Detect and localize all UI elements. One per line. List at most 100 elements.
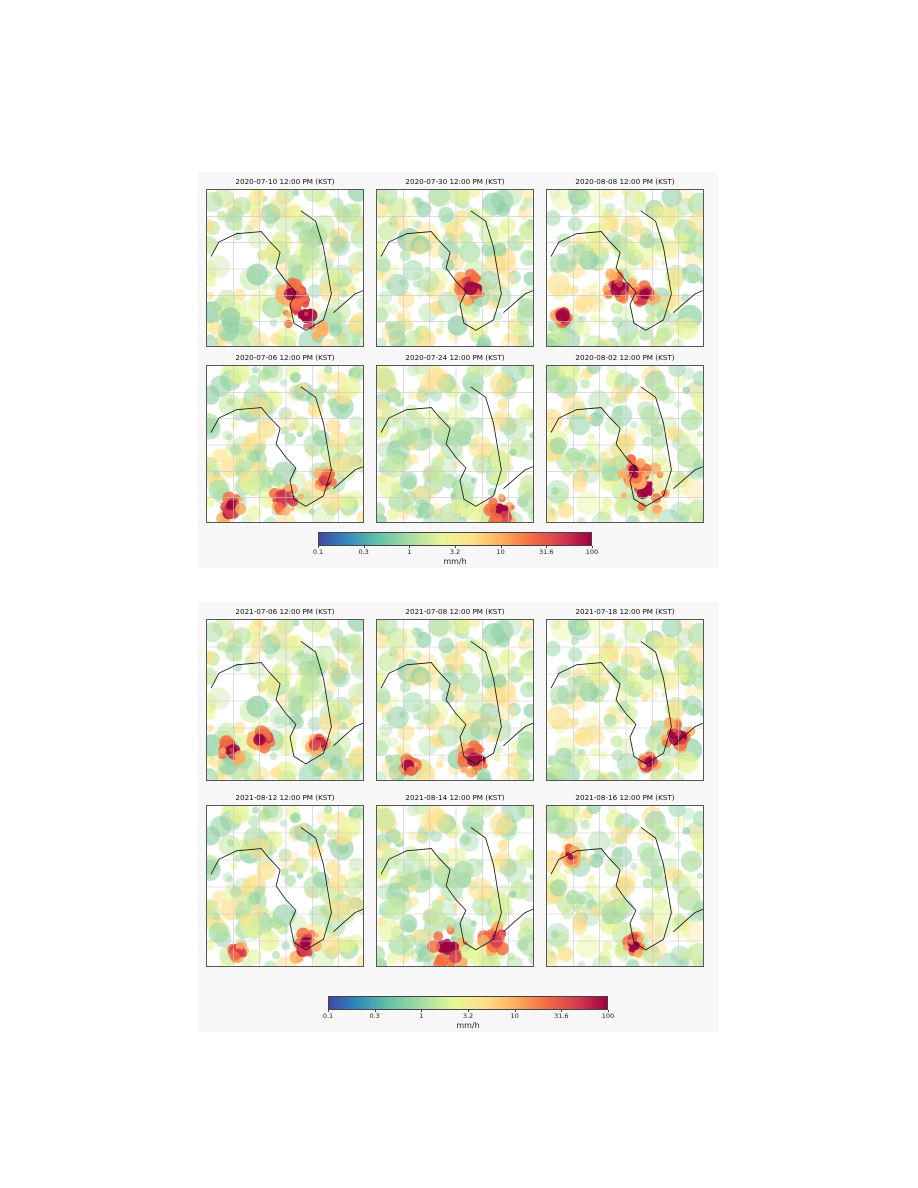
japan-coastline: [673, 908, 703, 933]
map-panel: 2021-07-06 12:00 PM (KST): [206, 606, 364, 781]
panel-title: 2021-07-18 12:00 PM (KST): [575, 607, 675, 616]
colorbar-tick-label: 0.3: [358, 548, 369, 556]
precipitation-map: [206, 189, 364, 347]
colorbar-unit-label: mm/h: [456, 1021, 480, 1030]
panel-title: 2021-08-12 12:00 PM (KST): [235, 793, 335, 802]
panel-title: 2020-07-06 12:00 PM (KST): [235, 353, 335, 362]
precipitation-map: [546, 619, 704, 781]
colorbar-unit-label: mm/h: [443, 557, 467, 566]
colorbar-tick-label: 0.1: [312, 548, 324, 556]
panel-title: 2020-08-08 12:00 PM (KST): [575, 177, 675, 186]
heavy-rain-cells: [218, 725, 331, 766]
colorbar: 0.1 0.3 1 3.2 10 31.6 100 mm/h: [313, 532, 598, 568]
heavy-rain-cells: [637, 717, 696, 773]
colorbar-gradient: [328, 996, 608, 1010]
colorbar-tick-mark: [608, 1010, 609, 1012]
panel-title: 2020-07-24 12:00 PM (KST): [405, 353, 505, 362]
light-rain-field: [547, 366, 703, 522]
map-panel: 2021-07-08 12:00 PM (KST): [376, 606, 534, 781]
map-panel: 2021-08-16 12:00 PM (KST): [546, 792, 704, 967]
map-panel: 2021-07-18 12:00 PM (KST): [546, 606, 704, 781]
japan-coastline: [333, 466, 363, 490]
coastline: [380, 640, 502, 765]
coastline: [210, 210, 332, 331]
precipitation-figure-2021: 2021-07-06 12:00 PM (KST) 2021-07-08 12:0…: [198, 602, 718, 1032]
panel-title: 2020-07-10 12:00 PM (KST): [235, 177, 335, 186]
precipitation-figure-2020: 2020-07-10 12:00 PM (KST) 2020-07-30 12:0…: [198, 172, 718, 568]
map-panel: 2020-07-24 12:00 PM (KST): [376, 352, 534, 523]
colorbar-tick-mark: [546, 546, 548, 548]
map-panel: 2021-08-14 12:00 PM (KST): [376, 792, 534, 967]
light-rain-field: [547, 620, 703, 780]
colorbar-tick-mark: [363, 546, 365, 548]
colorbar-tick-label: 31.6: [539, 548, 554, 556]
coastline: [380, 826, 502, 951]
coastline: [550, 210, 672, 331]
map-gridlines: [377, 366, 533, 522]
heavy-rain-cells: [399, 740, 488, 778]
heavy-rain-cells: [617, 454, 670, 515]
colorbar-tick-label: 3.2: [462, 1012, 474, 1020]
colorbar-tick-mark: [328, 1010, 329, 1012]
map-gridlines: [547, 620, 703, 780]
colorbar: 0.1 0.3 1 3.2 10 31.6 100 mm/h: [323, 996, 614, 1032]
colorbar-tick-label: 0.1: [322, 1012, 334, 1020]
colorbar-tick-label: 0.3: [369, 1012, 380, 1020]
colorbar-tick-label: 100: [585, 548, 599, 556]
heavy-rain-cells: [427, 920, 510, 966]
coastline: [550, 386, 672, 507]
colorbar-tick-mark: [374, 1010, 376, 1012]
map-panel: 2020-07-10 12:00 PM (KST): [206, 176, 364, 347]
japan-coastline: [503, 908, 533, 933]
japan-coastline: [333, 290, 363, 314]
coastline: [210, 826, 332, 951]
map-panel: 2020-08-02 12:00 PM (KST): [546, 352, 704, 523]
japan-coastline: [673, 290, 703, 314]
japan-coastline: [503, 466, 533, 490]
coastline: [380, 210, 502, 331]
precipitation-map: [206, 619, 364, 781]
panel-title: 2020-08-02 12:00 PM (KST): [575, 353, 675, 362]
colorbar-tick-mark: [409, 546, 411, 548]
map-gridlines: [377, 620, 533, 780]
japan-coastline: [333, 908, 363, 933]
colorbar-tick-mark: [514, 1010, 516, 1012]
colorbar-tick-mark: [500, 546, 502, 548]
coastline: [210, 640, 332, 765]
colorbar-tick-mark: [468, 1010, 469, 1012]
japan-coastline: [673, 466, 703, 490]
precipitation-map: [206, 805, 364, 967]
colorbar-tick-label: 1: [407, 548, 412, 556]
colorbar-tick-mark: [318, 546, 319, 548]
panel-title: 2021-08-16 12:00 PM (KST): [575, 793, 675, 802]
map-gridlines: [207, 190, 363, 346]
map-gridlines: [207, 620, 363, 780]
map-gridlines: [547, 190, 703, 346]
japan-coastline: [503, 722, 533, 747]
colorbar-tick-mark: [561, 1010, 563, 1012]
coastline: [380, 386, 502, 507]
heavy-rain-cells: [453, 268, 485, 307]
light-rain-field: [377, 366, 533, 522]
map-panel: 2020-07-30 12:00 PM (KST): [376, 176, 534, 347]
japan-coastline: [673, 722, 703, 747]
precipitation-map: [546, 805, 704, 967]
light-rain-field: [377, 190, 533, 346]
colorbar-tick-mark: [455, 546, 456, 548]
map-gridlines: [547, 806, 703, 966]
japan-coastline: [503, 290, 533, 314]
precipitation-map: [376, 365, 534, 523]
precipitation-map: [376, 189, 534, 347]
heavy-rain-cells: [549, 268, 661, 329]
precipitation-map: [376, 619, 534, 781]
colorbar-tick-label: 10: [510, 1012, 519, 1020]
colorbar-tick-label: 3.2: [449, 548, 461, 556]
map-gridlines: [207, 806, 363, 966]
coastline: [550, 826, 672, 951]
map-gridlines: [377, 806, 533, 966]
japan-coastline: [333, 722, 363, 747]
colorbar-tick-label: 10: [496, 548, 505, 556]
colorbar-tick-label: 100: [601, 1012, 615, 1020]
panel-title: 2021-07-06 12:00 PM (KST): [235, 607, 335, 616]
panel-title: 2021-07-08 12:00 PM (KST): [405, 607, 505, 616]
